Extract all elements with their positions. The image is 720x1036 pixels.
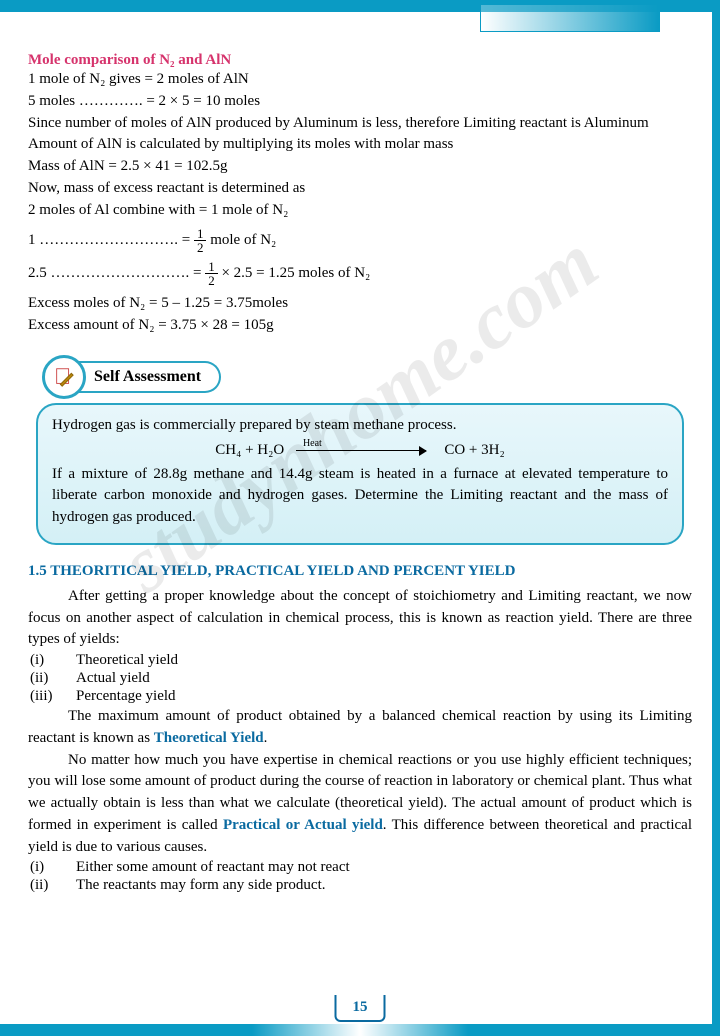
section-heading-yield: 1.5 THEORITICAL YIELD, PRACTICAL YIELD A… — [28, 563, 692, 580]
list-item: (ii)Actual yield — [28, 670, 692, 687]
pencil-note-icon — [42, 355, 86, 399]
list-num: (ii) — [28, 670, 76, 687]
text-line: 2 moles of Al combine with = 1 mole of N… — [28, 200, 692, 222]
self-assessment-box: Hydrogen gas is commercially prepared by… — [36, 403, 684, 545]
page-number: 15 — [335, 995, 386, 1022]
text-line: 1 mole of N₂ gives = 2 moles of AlN — [28, 69, 692, 91]
bottom-border — [0, 1024, 720, 1036]
text-line: Amount of AlN is calculated by multiplyi… — [28, 134, 692, 156]
list-text: The reactants may form any side product. — [76, 877, 326, 894]
list-item: (i)Either some amount of reactant may no… — [28, 859, 692, 876]
text-line: Since number of moles of AlN produced by… — [28, 113, 692, 135]
heading-mole-comparison: Mole comparison of N₂ and AlN — [28, 52, 692, 69]
frac-suffix: mole of N₂ — [210, 232, 276, 248]
body-para: The maximum amount of product obtained b… — [28, 706, 692, 750]
list-text: Either some amount of reactant may not r… — [76, 859, 350, 876]
term-theoretical-yield: Theoretical Yield — [154, 730, 264, 746]
text-line: Excess moles of N₂ = 5 – 1.25 = 3.75mole… — [28, 293, 692, 315]
list-text: Theoretical yield — [76, 652, 178, 669]
eq-right: CO + 3H₂ — [444, 442, 504, 458]
list-num: (i) — [28, 859, 76, 876]
self-assessment-badge: Self Assessment — [42, 355, 692, 399]
list-text: Percentage yield — [76, 688, 176, 705]
chemical-equation: CH₄ + H₂O Heat CO + 3H₂ — [52, 440, 668, 461]
list-item: (i)Theoretical yield — [28, 652, 692, 669]
reaction-arrow-icon — [296, 450, 426, 451]
self-text: If a mixture of 28.8g methane and 14.4g … — [52, 464, 668, 529]
fraction-line-1: 1 ………………………. = 12 mole of N₂ — [28, 227, 692, 254]
list-item: (ii)The reactants may form any side prod… — [28, 877, 692, 894]
body-para: No matter how much you have expertise in… — [28, 750, 692, 859]
self-assessment-label: Self Assessment — [68, 361, 221, 393]
frac-suffix: × 2.5 = 1.25 moles of N₂ — [221, 265, 370, 281]
text-line: 5 moles …………. = 2 × 5 = 10 moles — [28, 91, 692, 113]
eq-left: CH₄ + H₂O — [215, 442, 284, 458]
list-text: Actual yield — [76, 670, 150, 687]
fraction: 12 — [194, 227, 207, 254]
text-line: Excess amount of N₂ = 3.75 × 28 = 105g — [28, 315, 692, 337]
eq-arrow-label: Heat — [303, 438, 322, 449]
list-num: (iii) — [28, 688, 76, 705]
body-para: After getting a proper knowledge about t… — [28, 586, 692, 651]
self-text: Hydrogen gas is commercially prepared by… — [52, 415, 668, 437]
page-content: Mole comparison of N₂ and AlN 1 mole of … — [0, 12, 720, 915]
list-num: (i) — [28, 652, 76, 669]
fraction: 12 — [205, 260, 218, 287]
fraction-line-2: 2.5 ………………………. = 12 × 2.5 = 1.25 moles o… — [28, 260, 692, 287]
frac-prefix: 2.5 ………………………. = — [28, 265, 205, 281]
list-num: (ii) — [28, 877, 76, 894]
frac-prefix: 1 ………………………. = — [28, 232, 194, 248]
list-item: (iii)Percentage yield — [28, 688, 692, 705]
body-text: The maximum amount of product obtained b… — [28, 708, 692, 746]
term-practical-yield: Practical or Actual yield — [223, 817, 383, 833]
text-line: Now, mass of excess reactant is determin… — [28, 178, 692, 200]
text-line: Mass of AlN = 2.5 × 41 = 102.5g — [28, 156, 692, 178]
